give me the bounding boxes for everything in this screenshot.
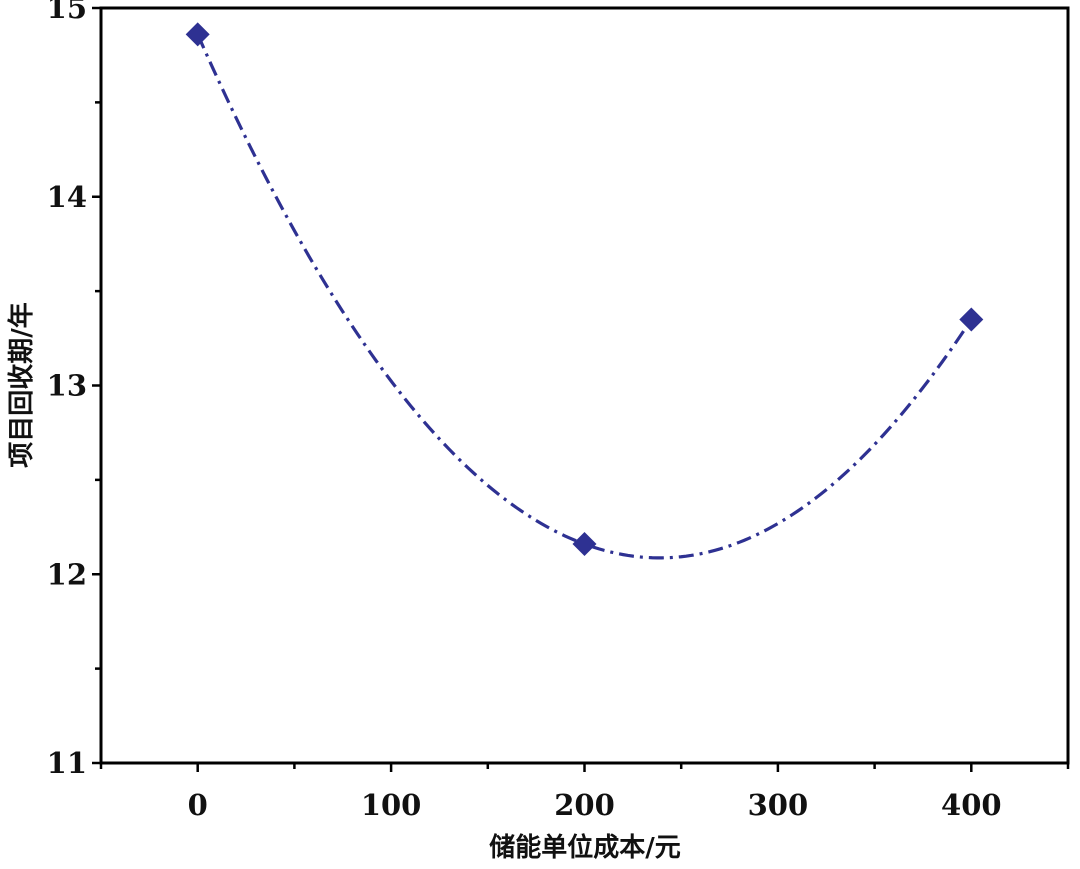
data-point-1 [572, 532, 597, 557]
x-tick-label: 400 [941, 788, 1002, 822]
y-tick-label: 15 [47, 0, 87, 25]
axis-ticks: 11 12 13 14 15 0 100 200 300 400 [47, 0, 1070, 822]
data-point-0 [185, 22, 210, 47]
x-tick-label: 100 [361, 788, 422, 822]
y-tick-label: 13 [47, 369, 87, 403]
x-axis-label: 储能单位成本/元 [489, 832, 681, 863]
y-tick-label: 12 [47, 557, 87, 591]
series-layer [185, 22, 984, 560]
y-tick-label: 14 [47, 180, 87, 214]
x-tick-label: 200 [554, 788, 615, 822]
series-line [196, 33, 973, 560]
y-axis-label: 项目回收期/年 [6, 302, 37, 468]
x-tick-label: 300 [748, 788, 809, 822]
plot-frame [99, 6, 1070, 765]
x-tick-label: 0 [188, 788, 208, 822]
data-point-2 [959, 307, 984, 332]
y-tick-label: 11 [47, 746, 87, 780]
